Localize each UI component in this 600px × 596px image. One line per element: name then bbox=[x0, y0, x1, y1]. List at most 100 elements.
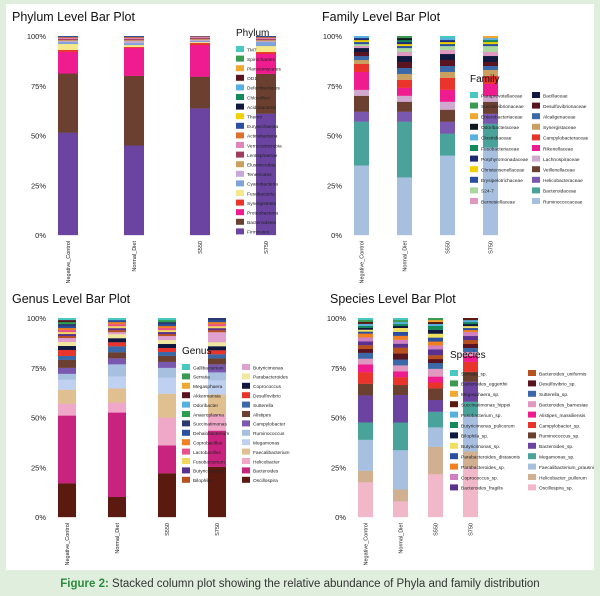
bar-segment bbox=[358, 482, 373, 518]
x-tick-label: S750 bbox=[469, 523, 475, 536]
legend-swatch bbox=[236, 132, 244, 139]
legend-swatch bbox=[528, 370, 536, 376]
legend-swatch bbox=[528, 390, 536, 397]
bar-segment bbox=[158, 325, 176, 329]
legend-label: Bacteroidaceae bbox=[543, 189, 577, 195]
legend-label: Bacteroides_sp. bbox=[539, 444, 573, 450]
bar-segment bbox=[158, 323, 176, 327]
bar-segment bbox=[440, 65, 455, 72]
bar-segment bbox=[397, 37, 412, 41]
bar-segment bbox=[358, 333, 373, 338]
bar-segment bbox=[58, 329, 76, 333]
bar-segment bbox=[108, 388, 126, 403]
legend-label: Megamonas bbox=[253, 441, 280, 447]
bar-segment bbox=[358, 364, 373, 373]
bar-segment bbox=[108, 338, 126, 343]
x-tick-label: Normal_Diet bbox=[403, 241, 409, 272]
legend-swatch bbox=[528, 442, 536, 449]
bar-segment bbox=[58, 379, 76, 390]
bar-segment bbox=[354, 43, 369, 47]
bar-segment bbox=[358, 470, 373, 483]
bar-segment bbox=[190, 40, 210, 43]
bar-segment bbox=[397, 121, 412, 178]
bar-segment bbox=[463, 381, 478, 402]
bar-segment bbox=[256, 45, 276, 53]
legend-label: Megasphaera bbox=[193, 384, 223, 390]
legend-label: Helicobacter_pullorum bbox=[539, 475, 587, 481]
legend-swatch bbox=[450, 422, 458, 428]
bar-segment bbox=[108, 342, 126, 347]
legend-swatch bbox=[450, 390, 458, 397]
x-tick-label: S750 bbox=[489, 241, 495, 254]
legend-swatch bbox=[236, 46, 244, 52]
bar-segment bbox=[354, 41, 369, 45]
legend-swatch bbox=[528, 380, 536, 387]
legend-swatch bbox=[236, 74, 244, 81]
bar-segment bbox=[397, 73, 412, 80]
legend-swatch bbox=[242, 476, 250, 483]
bar-segment bbox=[358, 345, 373, 350]
bar-segment bbox=[463, 318, 478, 321]
legend-swatch bbox=[182, 476, 190, 483]
bar-segment bbox=[393, 331, 408, 336]
legend-label: Coprobacillus bbox=[193, 441, 223, 447]
bar-segment bbox=[124, 145, 144, 236]
legend-swatch bbox=[470, 134, 478, 141]
legend-label: Butyricimonas bbox=[253, 365, 284, 371]
bar-segment bbox=[208, 320, 226, 323]
bar-segment bbox=[208, 326, 226, 329]
bar-segment bbox=[428, 411, 443, 428]
legend-swatch bbox=[182, 392, 190, 399]
bar-segment bbox=[208, 350, 226, 355]
bar-segment bbox=[256, 36, 276, 38]
bar-segment bbox=[208, 358, 226, 365]
legend-swatch bbox=[236, 113, 244, 120]
bar-segment bbox=[208, 430, 226, 467]
legend-label: Bilophila bbox=[193, 478, 211, 484]
bar-segment bbox=[158, 361, 176, 368]
bar-segment bbox=[108, 328, 126, 331]
bar-segment bbox=[397, 95, 412, 102]
caption-text: Stacked column plot showing the relative… bbox=[108, 578, 540, 590]
bar-segment bbox=[428, 376, 443, 383]
legend-label: Akkermansia bbox=[193, 394, 221, 400]
legend-swatch bbox=[470, 123, 478, 130]
legend-label: Odoribacteraceae bbox=[481, 125, 519, 131]
bar-segment bbox=[256, 36, 276, 39]
bar-segment bbox=[108, 412, 126, 498]
bar-segment bbox=[440, 89, 455, 102]
bar-segment bbox=[440, 49, 455, 55]
bar-segment bbox=[358, 352, 373, 359]
legend-label: Alistipes bbox=[253, 412, 271, 418]
bar-segment bbox=[358, 318, 373, 321]
bar-segment bbox=[58, 331, 76, 335]
bar-segment bbox=[108, 326, 126, 329]
bar-segment bbox=[190, 108, 210, 236]
bar-segment bbox=[397, 61, 412, 68]
bar-segment bbox=[440, 101, 455, 110]
bar-segment bbox=[208, 466, 226, 518]
bar-segment bbox=[358, 319, 373, 323]
legend-swatch bbox=[242, 458, 250, 464]
y-tick-label: 50% bbox=[31, 132, 46, 141]
bar-segment bbox=[463, 321, 478, 325]
legend-label: Bernesiellaceae bbox=[481, 199, 515, 205]
bar-segment bbox=[428, 388, 443, 401]
legend-swatch bbox=[470, 198, 478, 204]
legend-label: Synergistetes bbox=[247, 201, 277, 207]
bar-segment bbox=[124, 37, 144, 40]
bar-segment bbox=[358, 395, 373, 423]
bar-segment bbox=[58, 359, 76, 368]
x-tick-label: Normal_Diet bbox=[399, 523, 405, 554]
legend-swatch bbox=[182, 448, 190, 455]
legend-title: Family bbox=[470, 74, 499, 85]
bar-segment bbox=[463, 319, 478, 323]
legend-label: Helicobacteraceae bbox=[543, 178, 583, 184]
legend-swatch bbox=[236, 170, 244, 177]
bar-segment bbox=[393, 422, 408, 451]
bar-segment bbox=[440, 37, 455, 41]
chart-title: Species Level Bar Plot bbox=[330, 292, 456, 306]
legend-swatch bbox=[236, 199, 244, 206]
bar-segment bbox=[358, 327, 373, 330]
bar-segment bbox=[463, 415, 478, 452]
